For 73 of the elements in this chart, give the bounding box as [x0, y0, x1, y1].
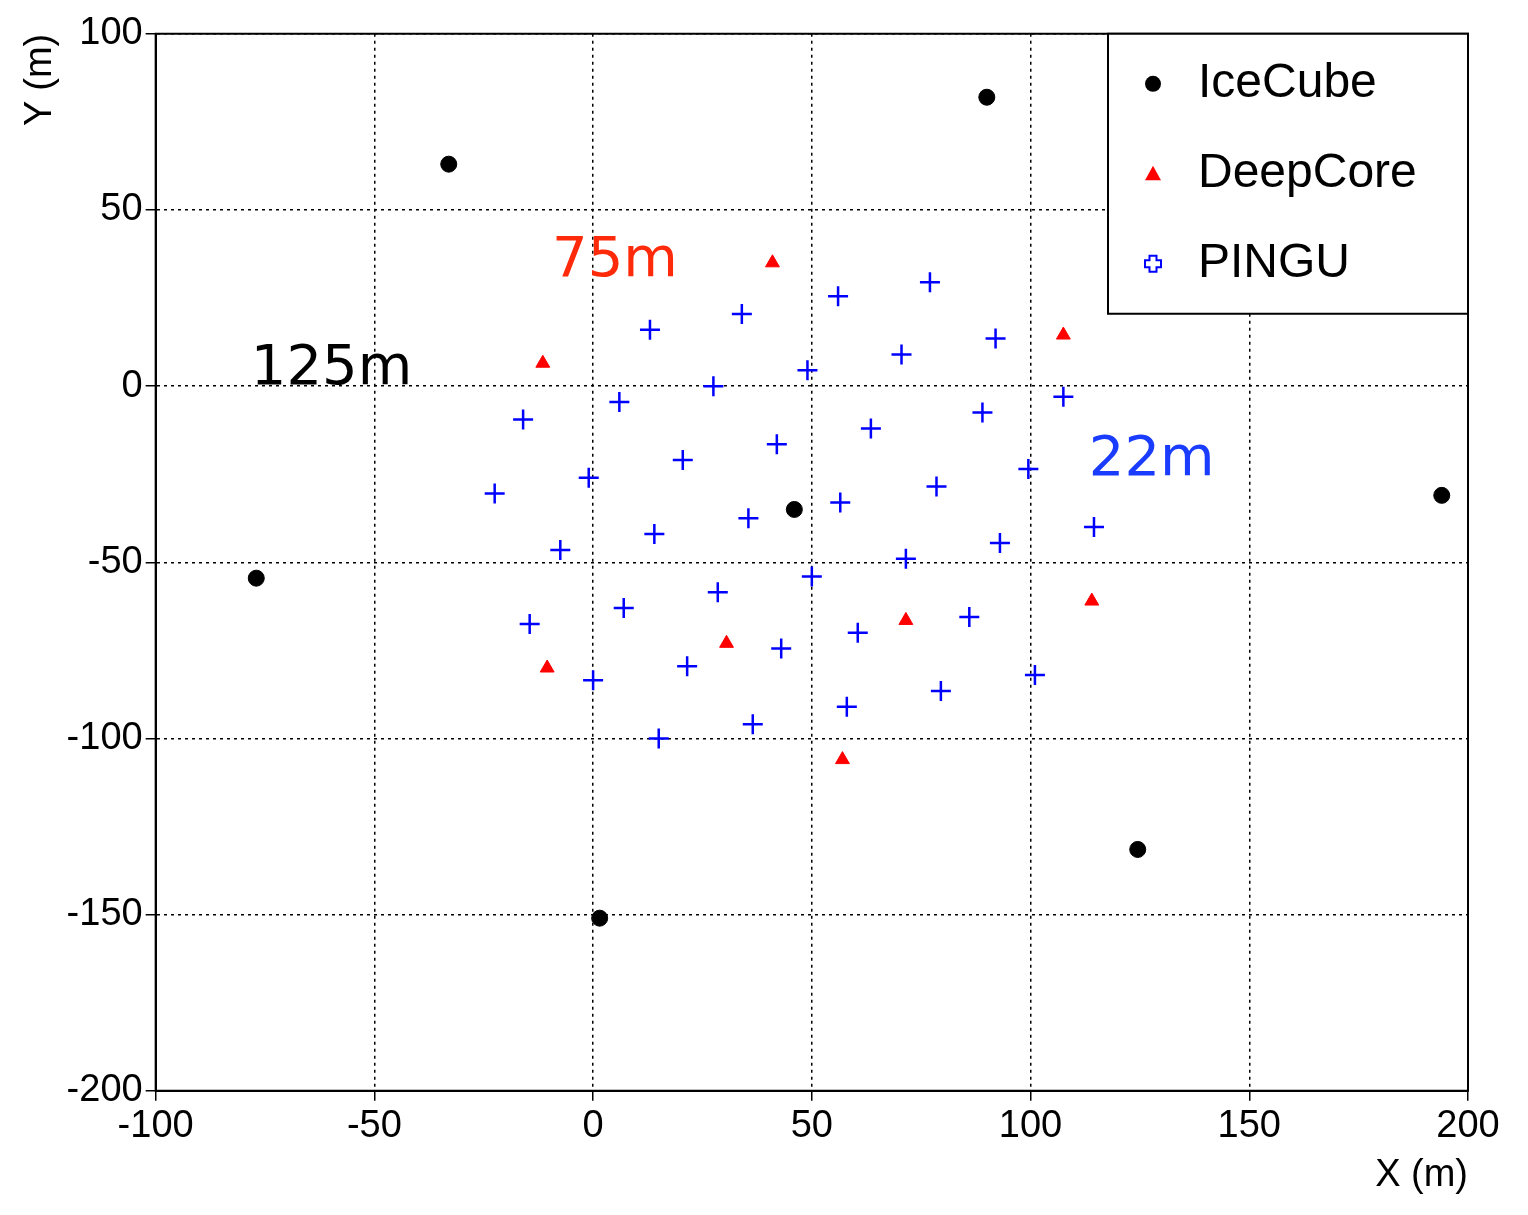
legend-label: DeepCore [1198, 144, 1417, 198]
point [765, 254, 780, 268]
point [549, 538, 572, 562]
point [511, 408, 535, 431]
legend-label: PINGU [1198, 234, 1351, 288]
point [925, 475, 948, 498]
point [978, 88, 996, 106]
y-tick-label: -200 [66, 1067, 143, 1110]
point [643, 522, 666, 546]
annotation: 22m [1088, 423, 1215, 489]
y-tick-label: 0 [121, 362, 143, 405]
point [581, 669, 605, 692]
x-tick-label: 50 [790, 1103, 833, 1146]
point [826, 285, 850, 308]
point [958, 605, 981, 629]
point [1129, 840, 1147, 858]
point [730, 302, 754, 326]
point [929, 679, 953, 703]
point [706, 581, 730, 604]
y-tick-label: 50 [100, 186, 143, 229]
point [918, 270, 942, 294]
y-tick-label: -100 [66, 714, 143, 757]
point [984, 327, 1007, 350]
point [1052, 385, 1075, 408]
point [785, 500, 803, 518]
y-tick-label: 100 [79, 10, 143, 53]
annotation: 125m [250, 332, 413, 398]
point [647, 727, 670, 750]
x-axis-title: X (m) [1375, 1151, 1468, 1194]
y-tick-label: -50 [87, 538, 143, 581]
point [1084, 592, 1100, 606]
point [1023, 663, 1047, 687]
point [769, 637, 793, 660]
point [988, 531, 1012, 555]
point [577, 466, 600, 489]
x-tick-label: 150 [1217, 1103, 1281, 1146]
point [539, 659, 555, 673]
point [796, 359, 819, 382]
point [829, 491, 852, 514]
point [835, 695, 859, 719]
point [591, 909, 609, 927]
x-tick-label: 100 [998, 1103, 1063, 1146]
point [1017, 457, 1040, 481]
legend-label: IceCube [1198, 54, 1377, 108]
point [247, 569, 265, 587]
point [835, 751, 850, 765]
point [702, 374, 725, 398]
x-tick-label: -50 [346, 1103, 402, 1146]
point [1082, 515, 1106, 539]
point [737, 507, 760, 530]
point [846, 621, 870, 645]
point [1055, 326, 1071, 340]
point [890, 343, 913, 366]
point [440, 155, 458, 173]
point [1433, 486, 1451, 504]
point [483, 482, 506, 505]
point [612, 596, 635, 620]
point [518, 612, 541, 636]
point [638, 318, 662, 342]
y-axis-title: Y (m) [17, 33, 60, 126]
point [800, 565, 824, 588]
point [608, 390, 631, 414]
y-tick-label: -150 [66, 891, 143, 934]
point [971, 401, 994, 424]
point [765, 433, 789, 456]
point [741, 713, 765, 736]
x-tick-label: 0 [582, 1103, 604, 1146]
point [894, 547, 918, 571]
point [675, 654, 699, 678]
annotation: 75m [552, 223, 678, 289]
point [671, 448, 695, 472]
point [859, 417, 883, 440]
x-tick-label: 200 [1436, 1103, 1500, 1146]
